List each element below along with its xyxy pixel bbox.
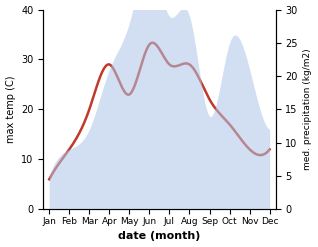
Y-axis label: med. precipitation (kg/m2): med. precipitation (kg/m2)	[303, 49, 313, 170]
X-axis label: date (month): date (month)	[118, 231, 201, 242]
Y-axis label: max temp (C): max temp (C)	[5, 76, 16, 143]
